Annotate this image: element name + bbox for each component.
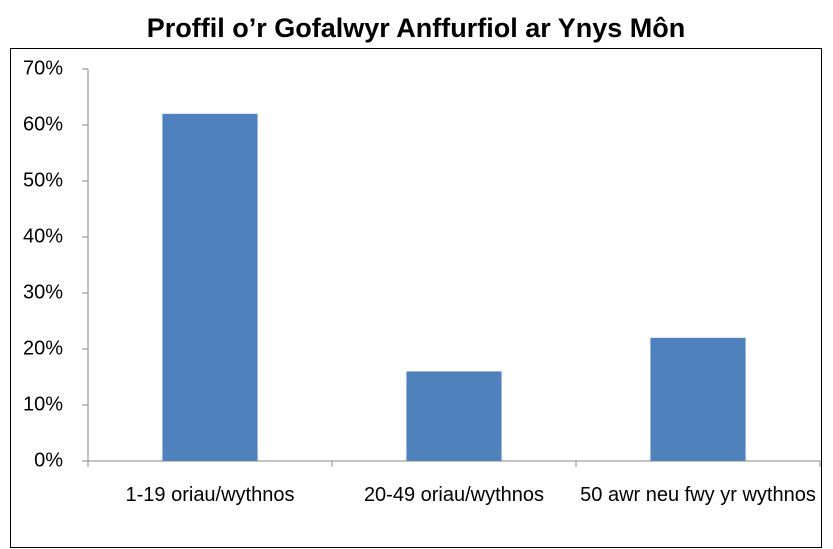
chart-title: Proffil o’r Gofalwyr Anffurfiol ar Ynys … bbox=[147, 13, 686, 43]
x-tick-label: 1-19 oriau/wythnos bbox=[125, 484, 295, 506]
x-tick-label: 50 awr neu fwy yr wythnos bbox=[580, 484, 816, 506]
y-tick-label: 10% bbox=[23, 393, 63, 415]
y-tick-label: 20% bbox=[23, 337, 63, 359]
y-tick-label: 0% bbox=[34, 449, 63, 471]
y-tick-label: 70% bbox=[23, 57, 63, 79]
bar bbox=[406, 371, 502, 461]
bar bbox=[650, 337, 746, 461]
y-tick-label: 40% bbox=[23, 225, 63, 247]
chart-border bbox=[10, 48, 822, 548]
x-tick-label: 20-49 oriau/wythnos bbox=[363, 484, 545, 506]
bar bbox=[162, 113, 258, 462]
y-tick-label: 50% bbox=[23, 169, 63, 191]
y-tick-label: 30% bbox=[23, 281, 63, 303]
y-tick-label: 60% bbox=[23, 113, 63, 135]
